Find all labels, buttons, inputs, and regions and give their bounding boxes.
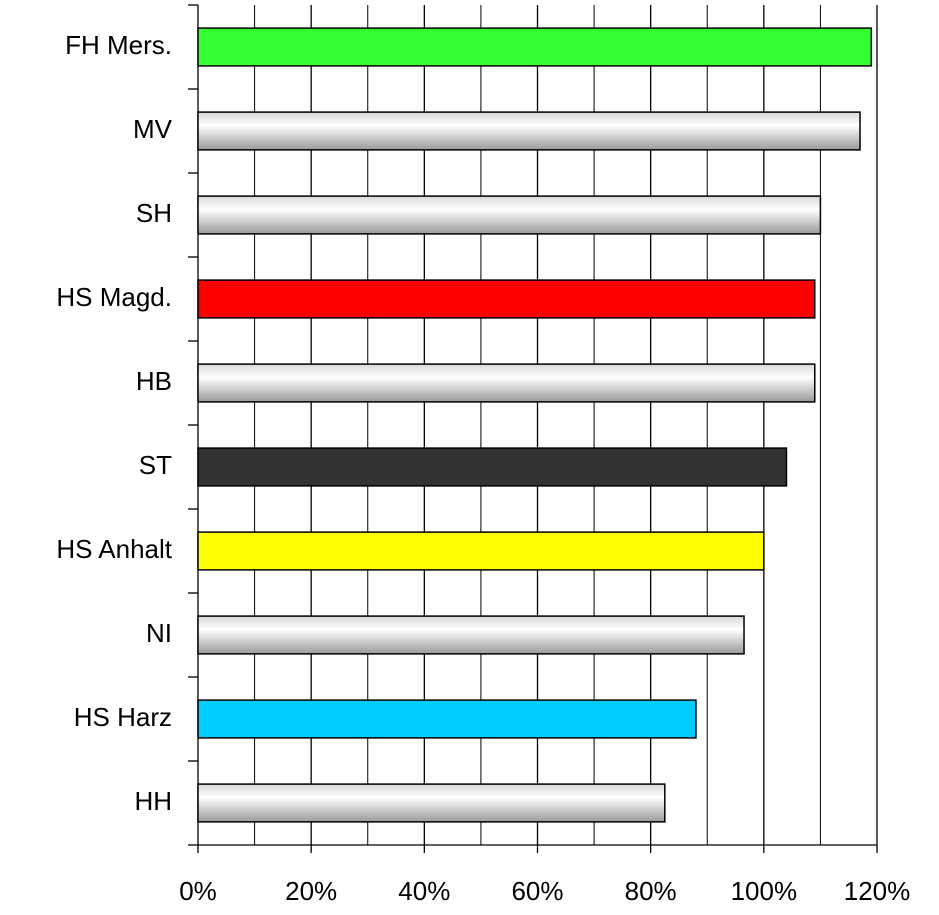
y-tick-label: HB <box>136 366 172 396</box>
x-tick-label: 60% <box>511 876 563 906</box>
x-tick-label: 100% <box>731 876 798 906</box>
bar <box>197 447 788 487</box>
bar <box>197 279 816 319</box>
y-tick-label: SH <box>136 198 172 228</box>
x-tick-label: 20% <box>285 876 337 906</box>
y-tick-label: MV <box>133 114 173 144</box>
y-tick-label: HS Magd. <box>56 282 172 312</box>
x-tick-label: 80% <box>625 876 677 906</box>
y-tick-label: NI <box>146 618 172 648</box>
y-tick-label: HS Anhalt <box>56 534 172 564</box>
y-tick-label: HS Harz <box>74 702 172 732</box>
bar <box>197 615 745 655</box>
bar <box>197 195 822 235</box>
x-tick-label: 40% <box>398 876 450 906</box>
y-tick-label: FH Mers. <box>65 30 172 60</box>
bar <box>197 699 697 739</box>
bar <box>197 531 765 571</box>
bar <box>197 111 861 151</box>
y-tick-label: ST <box>139 450 172 480</box>
bar <box>197 783 666 823</box>
x-tick-label: 120% <box>844 876 911 906</box>
y-tick-label: HH <box>134 786 172 816</box>
bar <box>197 363 816 403</box>
bar <box>197 27 873 67</box>
x-tick-label: 0% <box>179 876 217 906</box>
